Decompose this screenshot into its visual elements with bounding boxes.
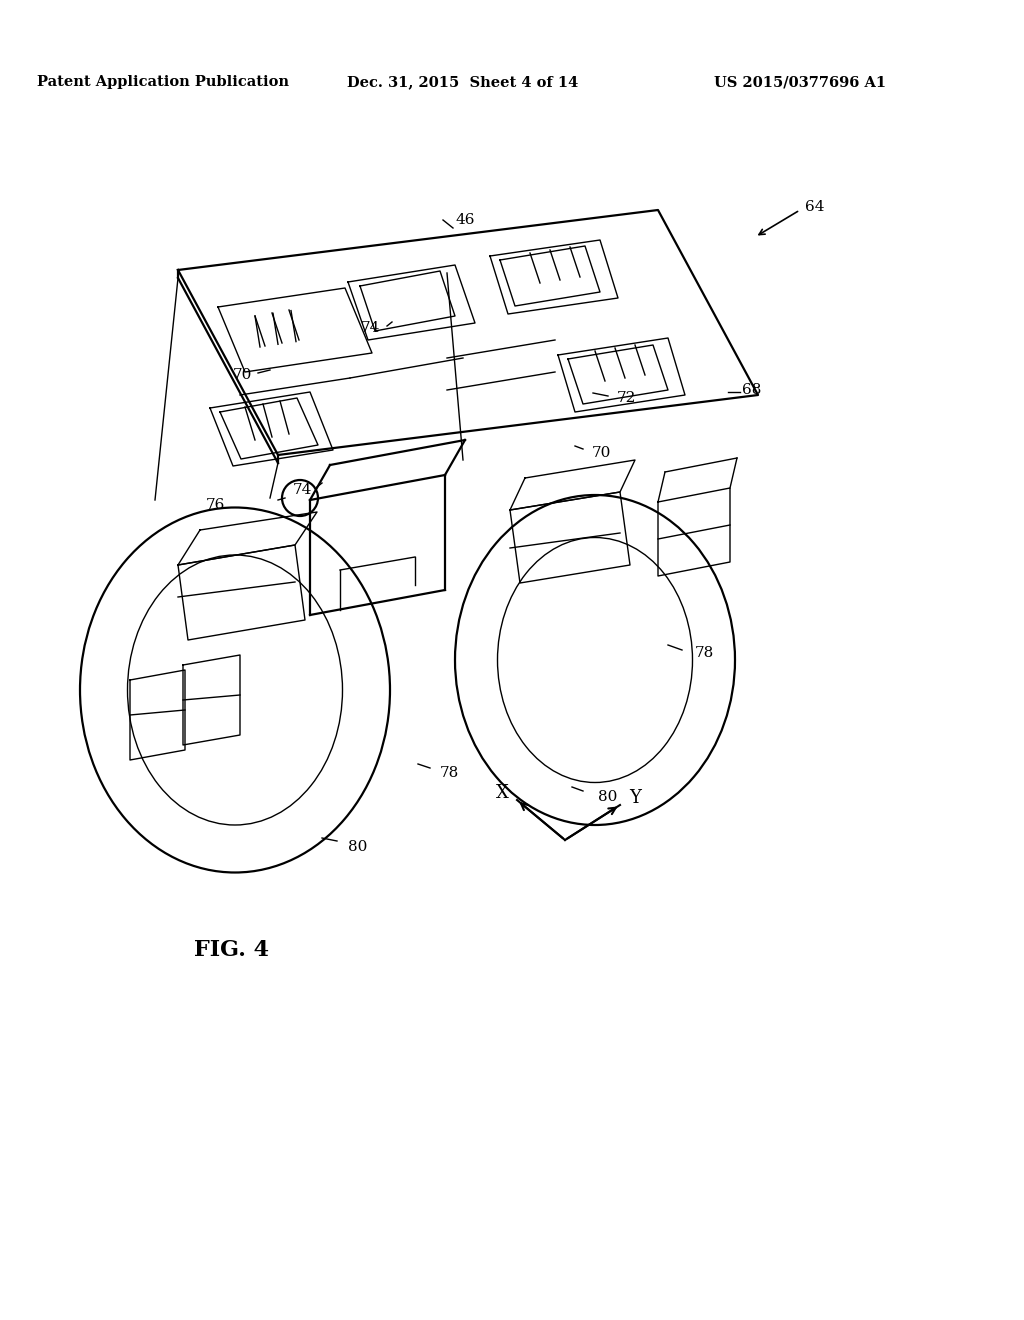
Text: 68: 68: [742, 383, 762, 397]
Text: Dec. 31, 2015  Sheet 4 of 14: Dec. 31, 2015 Sheet 4 of 14: [347, 75, 579, 88]
Text: 72: 72: [617, 391, 636, 405]
Text: 78: 78: [440, 766, 459, 780]
Text: Patent Application Publication: Patent Application Publication: [37, 75, 289, 88]
Text: US 2015/0377696 A1: US 2015/0377696 A1: [714, 75, 886, 88]
Text: 78: 78: [695, 645, 715, 660]
Text: 80: 80: [348, 840, 368, 854]
Text: 74: 74: [293, 483, 312, 498]
Text: 74: 74: [360, 321, 380, 335]
Text: 46: 46: [455, 213, 474, 227]
Text: 70: 70: [592, 446, 611, 459]
Text: 70: 70: [232, 368, 252, 381]
Text: 76: 76: [206, 498, 225, 512]
Text: FIG. 4: FIG. 4: [195, 939, 269, 961]
Text: 64: 64: [805, 201, 824, 214]
Text: Y: Y: [629, 789, 641, 807]
Text: X: X: [496, 784, 509, 803]
Text: 80: 80: [598, 789, 617, 804]
